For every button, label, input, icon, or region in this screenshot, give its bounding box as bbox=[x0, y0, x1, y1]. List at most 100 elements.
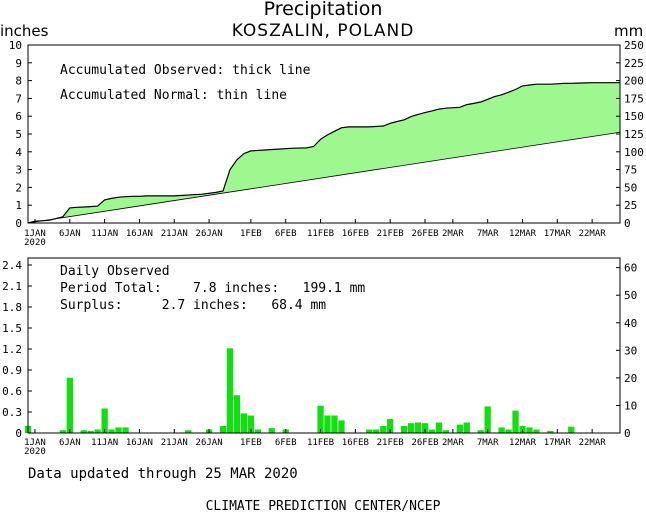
daily-precip-bar bbox=[115, 427, 122, 433]
observed-legend-note: Accumulated Observed: thick line bbox=[60, 63, 311, 78]
bottom-x-tick-label: 22MAR bbox=[579, 438, 607, 448]
daily-precip-bar bbox=[414, 422, 422, 433]
credit-text: CLIMATE PREDICTION CENTER/NCEP bbox=[205, 499, 441, 514]
top-right-tick-label: 225 bbox=[624, 57, 644, 70]
daily-precip-bar bbox=[366, 429, 373, 433]
daily-precip-bar bbox=[240, 413, 248, 433]
daily-precip-bar bbox=[387, 419, 394, 433]
daily-precip-bar bbox=[185, 430, 192, 433]
daily-precip-bar bbox=[568, 426, 575, 433]
top-x-tick-label: 1FEB bbox=[240, 229, 262, 239]
bottom-x-year-label: 2020 bbox=[24, 447, 46, 457]
daily-precip-bar bbox=[247, 415, 254, 433]
bottom-x-tick-label: 6JAN bbox=[59, 438, 81, 448]
top-left-tick-label: 7 bbox=[15, 92, 22, 105]
bottom-x-tick-label: 1JAN bbox=[24, 438, 46, 448]
daily-precip-bar bbox=[317, 405, 324, 433]
bottom-left-tick-label: 1.2 bbox=[2, 343, 22, 356]
daily-precip-bar bbox=[401, 426, 408, 433]
bottom-left-tick-label: 1.5 bbox=[2, 322, 22, 335]
chart-title: Precipitation bbox=[263, 0, 383, 20]
daily-precip-bar bbox=[484, 406, 491, 433]
bottom-x-tick-label: 11JAN bbox=[91, 438, 118, 448]
top-x-tick-label: 26JAN bbox=[196, 229, 223, 239]
top-x-tick-label: 2MAR bbox=[442, 229, 464, 239]
bottom-x-tick-label: 6FEB bbox=[275, 438, 297, 448]
top-left-tick-label: 2 bbox=[15, 181, 22, 194]
top-x-tick-label: 26FEB bbox=[411, 229, 438, 239]
top-left-tick-label: 8 bbox=[15, 75, 22, 88]
daily-precip-bar bbox=[456, 424, 463, 433]
top-right-tick-label: 250 bbox=[624, 39, 644, 52]
top-x-tick-label: 22MAR bbox=[579, 229, 607, 239]
bottom-x-tick-label: 7MAR bbox=[477, 438, 499, 448]
top-left-tick-label: 3 bbox=[15, 164, 22, 177]
bottom-right-tick-label: 40 bbox=[624, 317, 637, 330]
daily-precip-bar bbox=[547, 430, 554, 433]
daily-precip-bar bbox=[505, 429, 512, 433]
top-x-tick-label: 21FEB bbox=[377, 229, 404, 239]
daily-precip-bar bbox=[442, 430, 449, 433]
daily-precip-bar bbox=[122, 427, 129, 433]
daily-precip-bar bbox=[219, 426, 227, 433]
top-x-tick-label: 1JAN bbox=[24, 229, 46, 239]
top-x-tick-label: 16FEB bbox=[342, 229, 369, 239]
bottom-x-tick-label: 16FEB bbox=[342, 438, 369, 448]
daily-precip-bar bbox=[80, 430, 87, 433]
chart-subtitle: KOSZALIN, POLAND bbox=[231, 21, 415, 41]
daily-precip-bar bbox=[94, 429, 101, 433]
accumulated-normal-line bbox=[27, 131, 621, 224]
daily-precip-bar bbox=[338, 420, 345, 433]
daily-precip-bar bbox=[428, 429, 436, 433]
daily-precip-bar bbox=[66, 377, 73, 433]
top-x-tick-label: 21JAN bbox=[161, 229, 188, 239]
daily-precip-bar bbox=[87, 430, 94, 433]
daily-precip-bar bbox=[59, 430, 66, 433]
daily-precip-bar bbox=[233, 395, 241, 433]
top-right-tick-label: 0 bbox=[624, 217, 631, 230]
accumulated-precip-panel: 0123456789100255075100125150175200225250… bbox=[9, 39, 644, 248]
top-x-tick-label: 16JAN bbox=[126, 229, 153, 239]
surplus-text: Surplus: 2.7 inches: 68.4 mm bbox=[60, 298, 327, 313]
top-x-tick-label: 11JAN bbox=[91, 229, 118, 239]
top-right-tick-label: 50 bbox=[624, 181, 637, 194]
bottom-right-tick-label: 20 bbox=[624, 372, 637, 385]
bottom-right-tick-label: 10 bbox=[624, 399, 637, 412]
bottom-right-tick-label: 50 bbox=[624, 289, 637, 302]
bottom-x-tick-label: 21JAN bbox=[161, 438, 188, 448]
daily-precip-bar bbox=[268, 428, 275, 433]
daily-precip-bar bbox=[498, 427, 505, 433]
daily-precip-bar bbox=[463, 422, 470, 433]
top-x-tick-label: 7MAR bbox=[477, 229, 499, 239]
daily-observed-heading: Daily Observed bbox=[60, 264, 170, 279]
daily-precip-bar bbox=[512, 410, 519, 433]
bottom-left-tick-label: 2.4 bbox=[2, 259, 22, 272]
top-x-tick-label: 6FEB bbox=[275, 229, 297, 239]
top-left-tick-label: 6 bbox=[15, 110, 22, 123]
top-right-tick-label: 75 bbox=[624, 164, 637, 177]
bottom-left-tick-label: 0.3 bbox=[2, 406, 22, 419]
daily-precip-bar bbox=[407, 423, 415, 433]
top-right-tick-label: 25 bbox=[624, 199, 637, 212]
bottom-x-tick-label: 12MAR bbox=[509, 438, 537, 448]
daily-precip-panel: 0 0.3 0.6 0.9 1.2 1.5 1.8 2.1 2.4 0 10 20 30 40 50 60 1J… bbox=[2, 257, 637, 457]
top-x-tick-label: 11FEB bbox=[307, 229, 334, 239]
bottom-x-tick-label: 16JAN bbox=[126, 438, 153, 448]
daily-precip-bar bbox=[533, 429, 540, 433]
daily-precip-bar bbox=[477, 430, 484, 433]
daily-precip-bar bbox=[108, 429, 115, 433]
top-x-tick-label: 6JAN bbox=[59, 229, 81, 239]
top-left-tick-label: 10 bbox=[9, 39, 22, 52]
bottom-left-tick-label: 0.6 bbox=[2, 385, 22, 398]
right-unit-label: mm bbox=[614, 22, 644, 40]
daily-precip-bar bbox=[380, 426, 387, 433]
bottom-x-tick-label: 26FEB bbox=[411, 438, 438, 448]
bottom-x-tick-label: 21FEB bbox=[377, 438, 404, 448]
bottom-left-tick-label: 0.9 bbox=[2, 364, 22, 377]
top-x-tick-label: 12MAR bbox=[509, 229, 537, 239]
period-total-text: Period Total: 7.8 inches: 199.1 mm bbox=[60, 281, 366, 296]
top-right-tick-label: 125 bbox=[624, 128, 644, 141]
top-right-tick-label: 200 bbox=[624, 75, 644, 88]
daily-precip-bar bbox=[254, 429, 261, 433]
